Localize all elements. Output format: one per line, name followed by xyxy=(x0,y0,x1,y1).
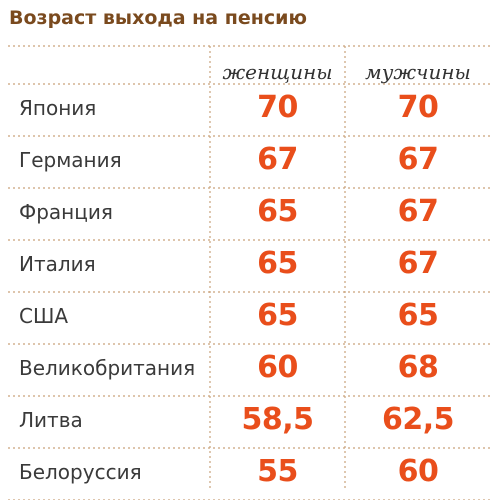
chart-title: Возраст выхода на пенсию xyxy=(9,7,307,29)
table-row: Франция 65 67 xyxy=(0,188,501,240)
country-label: Великобритания xyxy=(19,356,196,380)
men-age-value: 67 xyxy=(397,246,439,281)
row-separators xyxy=(8,45,491,500)
table-row: США 65 65 xyxy=(0,292,501,344)
table-row: Италия 65 67 xyxy=(0,240,501,292)
women-age-value: 65 xyxy=(257,298,298,333)
table-row: Литва 58,5 62,5 xyxy=(0,396,501,448)
men-age-value: 60 xyxy=(397,454,439,489)
column-separators xyxy=(209,46,346,490)
country-label: Франция xyxy=(19,200,113,224)
header-women: женщины xyxy=(222,60,333,84)
country-label: Германия xyxy=(19,148,122,172)
men-age-value: 70 xyxy=(397,90,439,125)
women-age-value: 60 xyxy=(257,350,298,385)
country-label: США xyxy=(19,304,69,328)
men-age-value: 68 xyxy=(397,350,439,385)
women-age-value: 70 xyxy=(257,90,298,125)
men-age-value: 67 xyxy=(397,142,439,177)
table-row: Великобритания 60 68 xyxy=(0,344,501,396)
men-age-value: 65 xyxy=(397,298,439,333)
women-age-value: 58,5 xyxy=(241,402,314,437)
country-label: Италия xyxy=(19,252,96,276)
table-row: Германия 67 67 xyxy=(0,136,501,188)
women-age-value: 65 xyxy=(257,194,298,229)
table-row: Белоруссия 55 60 xyxy=(0,448,501,500)
country-label: Белоруссия xyxy=(19,460,142,484)
header-men: мужчины xyxy=(365,60,471,84)
women-age-value: 55 xyxy=(257,454,298,489)
women-age-value: 67 xyxy=(257,142,298,177)
table-row: Япония 70 70 xyxy=(0,84,501,136)
men-age-value: 62,5 xyxy=(381,402,455,437)
men-age-value: 67 xyxy=(397,194,439,229)
country-label: Литва xyxy=(19,408,83,432)
women-age-value: 65 xyxy=(257,246,298,281)
country-label: Япония xyxy=(19,96,97,120)
